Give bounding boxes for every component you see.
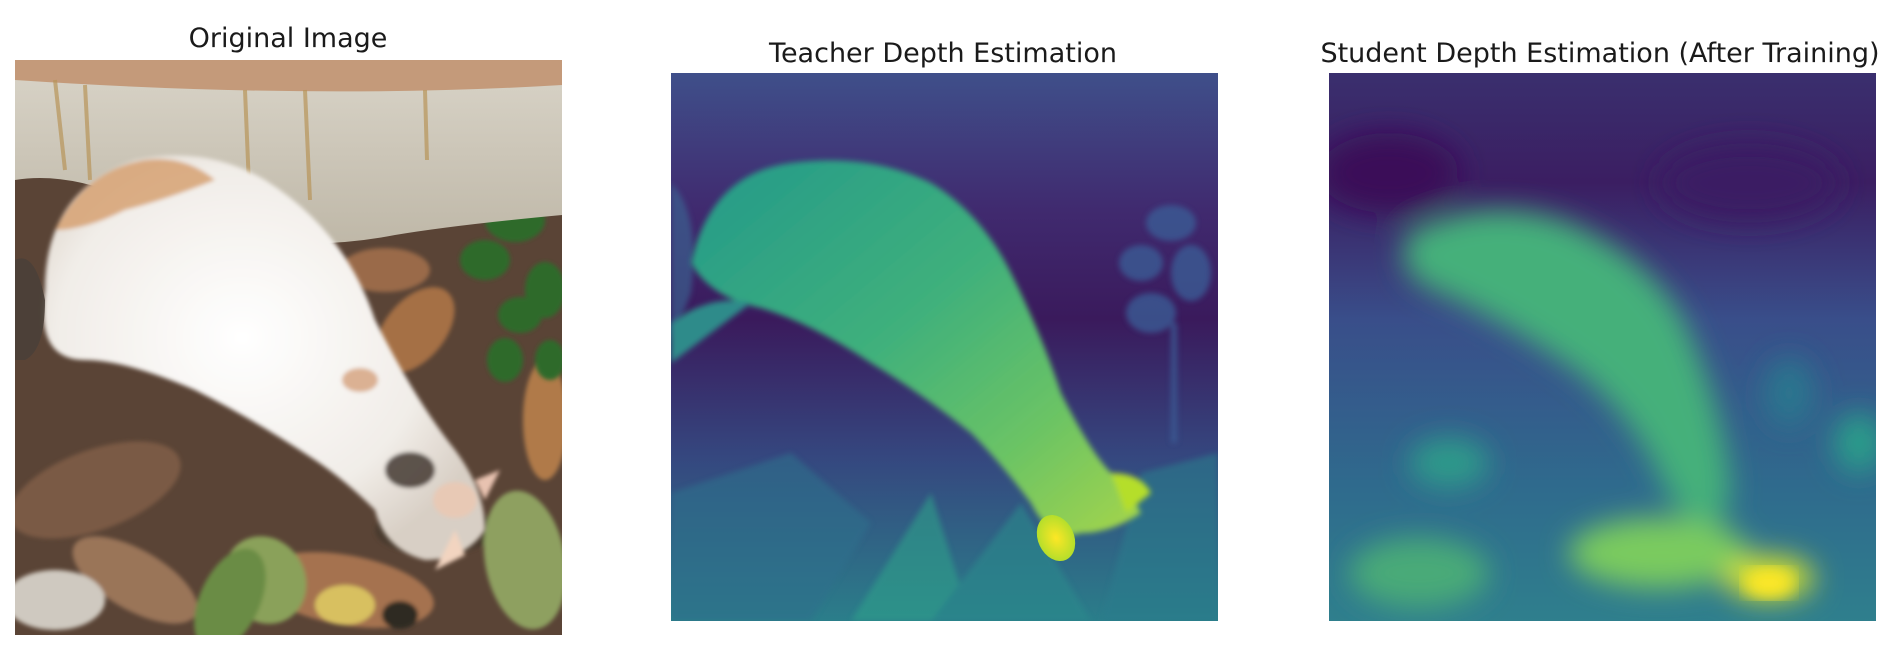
student-depth-title: Student Depth Estimation (After Training… xyxy=(1320,38,1880,69)
original-image-title: Original Image xyxy=(188,23,388,54)
teacher-depth-illustration xyxy=(671,73,1218,621)
original-image xyxy=(15,60,562,635)
student-depth-map xyxy=(1329,73,1876,621)
teacher-depth-map xyxy=(671,73,1218,621)
original-photo-illustration xyxy=(15,60,562,635)
teacher-depth-title: Teacher Depth Estimation xyxy=(769,38,1117,69)
student-depth-illustration xyxy=(1329,73,1876,621)
